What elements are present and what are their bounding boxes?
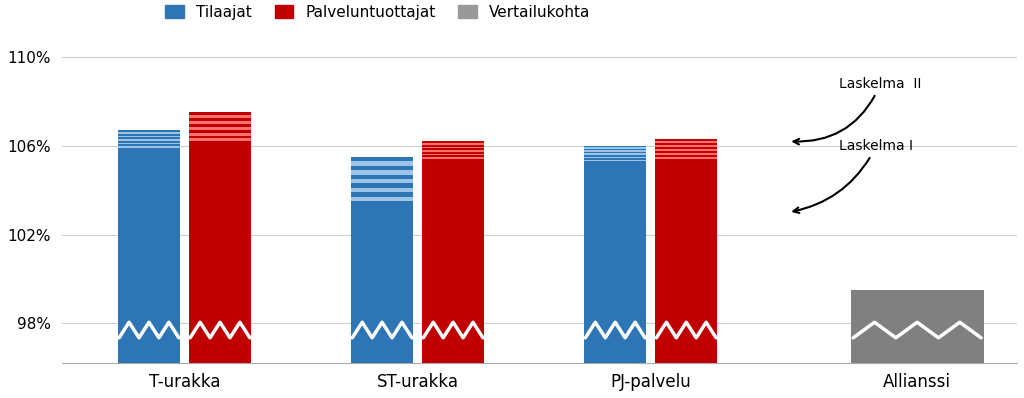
Bar bbox=[655, 149, 718, 151]
Bar bbox=[584, 156, 646, 158]
Bar bbox=[422, 150, 484, 152]
Bar bbox=[584, 146, 646, 161]
Bar bbox=[351, 201, 413, 363]
Bar bbox=[118, 130, 180, 148]
Bar bbox=[655, 141, 718, 143]
Legend: Tilaajat, Palveluntuottajat, Vertailukohta: Tilaajat, Palveluntuottajat, Vertailukoh… bbox=[166, 5, 591, 20]
Bar bbox=[188, 127, 251, 130]
Bar bbox=[351, 170, 413, 175]
Text: Laskelma  II: Laskelma II bbox=[794, 76, 922, 144]
Bar bbox=[351, 188, 413, 192]
Bar bbox=[118, 148, 180, 363]
Bar bbox=[584, 150, 646, 152]
Bar bbox=[655, 139, 718, 159]
Bar bbox=[422, 157, 484, 159]
Bar bbox=[851, 290, 984, 363]
Bar bbox=[655, 157, 718, 159]
Bar bbox=[422, 154, 484, 156]
Bar bbox=[351, 197, 413, 201]
Bar bbox=[584, 154, 646, 155]
Bar bbox=[351, 157, 413, 201]
Bar bbox=[584, 161, 646, 363]
Bar bbox=[118, 135, 180, 137]
Bar bbox=[422, 141, 484, 159]
Bar bbox=[118, 146, 180, 148]
Bar bbox=[351, 179, 413, 183]
Bar bbox=[188, 115, 251, 118]
Text: Laskelma I: Laskelma I bbox=[794, 139, 913, 213]
Bar bbox=[422, 159, 484, 363]
Bar bbox=[351, 161, 413, 166]
Bar bbox=[422, 143, 484, 145]
Bar bbox=[118, 132, 180, 134]
Bar bbox=[188, 121, 251, 124]
Bar bbox=[584, 147, 646, 149]
Bar bbox=[655, 159, 718, 363]
Bar bbox=[584, 160, 646, 161]
Bar bbox=[422, 146, 484, 148]
Bar bbox=[188, 133, 251, 135]
Bar bbox=[188, 141, 251, 363]
Bar bbox=[118, 142, 180, 144]
Bar bbox=[188, 112, 251, 141]
Bar bbox=[118, 139, 180, 141]
Bar bbox=[188, 139, 251, 141]
Bar bbox=[655, 153, 718, 155]
Bar bbox=[655, 145, 718, 147]
